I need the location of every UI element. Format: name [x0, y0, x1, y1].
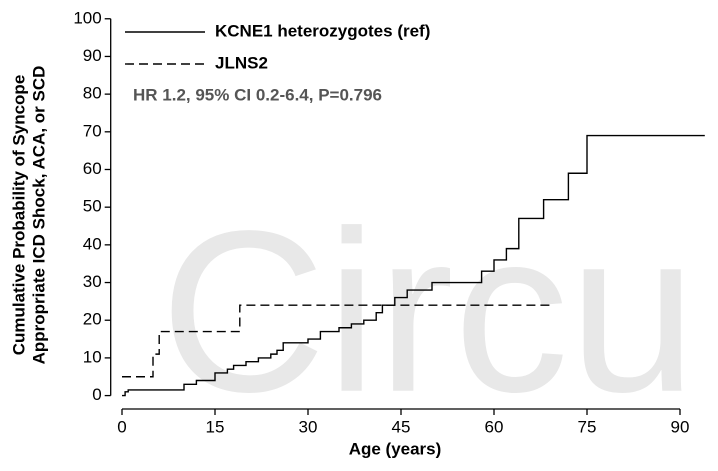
x-tick-label: 75 — [578, 417, 597, 436]
x-tick-label: 15 — [206, 417, 225, 436]
step-line — [122, 134, 705, 397]
y-tick-label: 40 — [83, 234, 102, 253]
y-tick-label: 10 — [83, 347, 102, 366]
x-tick-label: 90 — [671, 417, 690, 436]
x-tick-label: 45 — [392, 417, 411, 436]
x-tick-label: 0 — [117, 417, 126, 436]
x-axis-label: Age (years) — [349, 439, 442, 458]
watermark: Circu — [160, 183, 697, 440]
step-line — [122, 304, 550, 378]
legend-label: JLNS2 — [215, 53, 268, 72]
y-tick-label: 90 — [83, 46, 102, 65]
y-tick-label: 30 — [83, 272, 102, 291]
y-tick-label: 60 — [83, 159, 102, 178]
y-tick-label: 70 — [83, 121, 102, 140]
legend-label: KCNE1 heterozygotes (ref) — [215, 21, 430, 40]
y-tick-label: 50 — [83, 197, 102, 216]
annotation: HR 1.2, 95% CI 0.2-6.4, P=0.796 — [133, 85, 382, 104]
y-axis-label: Cumulative Probability of Syncope — [9, 75, 28, 356]
y-tick-label: 80 — [83, 84, 102, 103]
y-tick-label: 100 — [73, 8, 101, 27]
y-axis-label: Appropriate ICD Shock, ACA, or SCD — [29, 66, 48, 365]
y-tick-label: 20 — [83, 310, 102, 329]
y-tick-label: 0 — [92, 385, 101, 404]
x-tick-label: 60 — [485, 417, 504, 436]
x-tick-label: 30 — [299, 417, 318, 436]
